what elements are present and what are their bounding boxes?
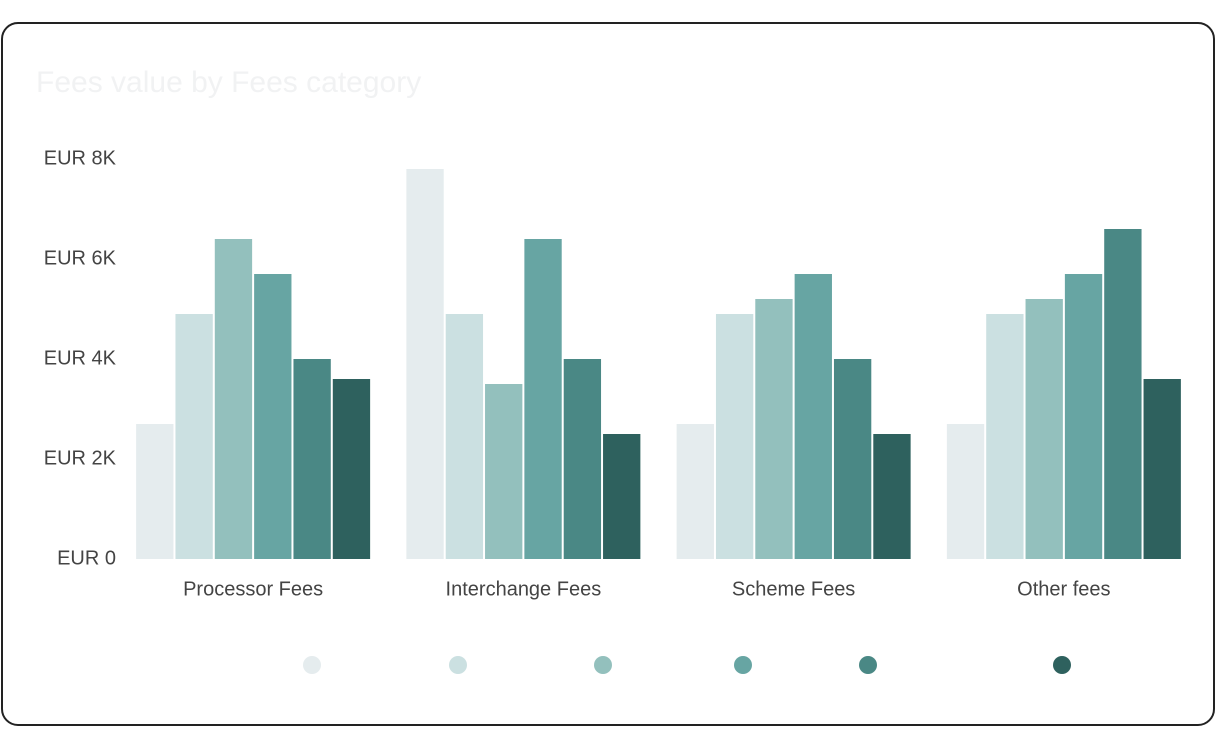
- x-tick-label: Processor Fees: [183, 578, 323, 600]
- y-tick-label: EUR 8K: [44, 147, 117, 169]
- chart-title: Fees value by Fees category: [36, 66, 421, 99]
- bar: [563, 359, 602, 559]
- x-tick-label: Scheme Fees: [732, 578, 855, 600]
- bar: [833, 359, 872, 559]
- bar: [715, 314, 754, 559]
- bar: [445, 314, 484, 559]
- bar: [986, 314, 1024, 559]
- bar: [332, 379, 371, 559]
- legend-dot: [303, 656, 321, 674]
- bar: [1064, 274, 1103, 559]
- bar: [755, 299, 793, 559]
- bar: [873, 434, 911, 559]
- bar: [293, 359, 331, 559]
- bar: [946, 424, 985, 559]
- legend-dot: [594, 656, 612, 674]
- legend-dot: [734, 656, 752, 674]
- bar: [1104, 229, 1142, 559]
- legend-dot: [1053, 656, 1071, 674]
- bar: [794, 274, 832, 559]
- bar: [676, 424, 714, 559]
- bar: [406, 169, 444, 559]
- bar: [136, 424, 174, 559]
- bar: [485, 384, 523, 559]
- bar: [524, 239, 562, 559]
- y-tick-label: EUR 4K: [44, 347, 117, 369]
- y-tick-label: EUR 0: [57, 547, 116, 569]
- legend-dot: [449, 656, 467, 674]
- bar: [1143, 379, 1181, 559]
- y-tick-label: EUR 6K: [44, 247, 117, 269]
- x-tick-label: Interchange Fees: [446, 578, 602, 600]
- bar: [254, 274, 292, 559]
- bar: [175, 314, 213, 559]
- y-tick-label: EUR 2K: [44, 447, 117, 469]
- bar: [1025, 299, 1063, 559]
- bar: [603, 434, 641, 559]
- x-tick-label: Other fees: [1017, 578, 1110, 600]
- legend-dot: [859, 656, 877, 674]
- bar: [214, 239, 253, 559]
